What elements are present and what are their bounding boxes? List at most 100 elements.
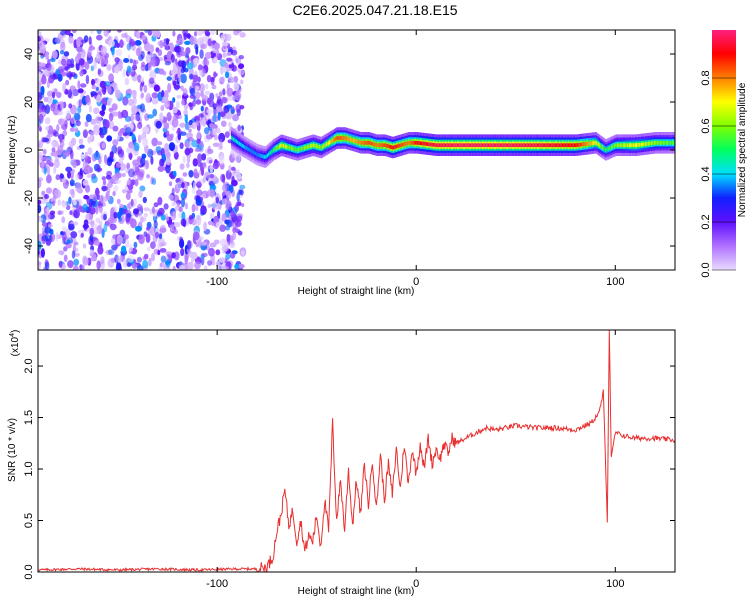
noise-blob xyxy=(108,73,114,83)
plot-frame-bottom xyxy=(37,329,676,573)
noise-blob xyxy=(228,121,232,128)
noise-blob xyxy=(215,93,219,98)
noise-blob xyxy=(203,265,208,270)
noise-blob xyxy=(195,198,202,206)
noise-blob xyxy=(228,64,233,69)
ridge-cell xyxy=(437,143,439,148)
noise-blob xyxy=(152,108,158,117)
ridge-cell xyxy=(355,139,357,144)
ridge-cell xyxy=(290,146,293,151)
noise-blob xyxy=(213,58,218,64)
ridge-cell xyxy=(369,141,371,145)
y-tick-label: 20 xyxy=(23,96,35,108)
noise-blob xyxy=(218,257,226,263)
noise-blob xyxy=(125,212,131,223)
ridge-cell xyxy=(264,155,266,159)
ridge-cell xyxy=(256,152,258,157)
noise-blob xyxy=(179,236,184,242)
noise-blob xyxy=(76,205,83,213)
noise-blob xyxy=(124,126,132,136)
ridge-cell xyxy=(571,143,573,148)
noise-blob xyxy=(133,198,138,205)
noise-blob xyxy=(49,210,56,215)
noise-blob xyxy=(192,158,198,167)
ridge-cell xyxy=(266,153,269,158)
ridge-cell xyxy=(245,145,247,150)
colorbar: 0.0 0.2 0.4 0.6 0.8 Normalized spectral ampl… xyxy=(700,30,748,278)
snr-series-line xyxy=(38,330,675,572)
noise-blob xyxy=(117,257,123,264)
chart-title: C2E6.2025.047.21.18.E15 xyxy=(292,2,458,18)
noise-blob xyxy=(55,68,60,76)
ridge-cell xyxy=(610,145,613,150)
noise-blob xyxy=(226,51,232,56)
ridge-cell xyxy=(419,141,422,146)
noise-blob xyxy=(193,57,200,65)
noise-blob xyxy=(38,261,42,266)
x-ticks-top: -100 0 100 xyxy=(206,30,624,288)
noise-blob xyxy=(188,102,193,108)
ridge-cell xyxy=(431,142,433,147)
noise-blob xyxy=(107,85,112,94)
noise-blob xyxy=(140,50,145,60)
noise-blob xyxy=(59,100,65,111)
noise-blob xyxy=(165,151,171,159)
ridge-cell xyxy=(302,146,305,151)
noise-blob xyxy=(228,165,232,173)
ridge-cell xyxy=(670,140,672,145)
noise-blob xyxy=(119,39,124,49)
noise-blob xyxy=(238,189,243,195)
noise-blob xyxy=(194,91,201,100)
ridge-cell xyxy=(358,140,361,145)
frequency-ridge xyxy=(231,127,675,168)
ridge-cell xyxy=(600,144,602,149)
noise-blob xyxy=(167,82,172,93)
noise-blob xyxy=(158,233,163,240)
noise-blob xyxy=(105,190,110,200)
noise-blob xyxy=(209,164,214,174)
noise-blob xyxy=(141,34,146,40)
noise-blob xyxy=(143,253,149,260)
ridge-cell xyxy=(282,143,284,148)
ridge-cell xyxy=(642,142,644,147)
y-tick-label: 1.5 xyxy=(23,410,35,425)
ridge-cell xyxy=(491,143,493,148)
ridge-cell xyxy=(440,143,442,148)
ridge-cell xyxy=(521,143,523,148)
ridge-cell xyxy=(320,145,322,150)
ridge-cell xyxy=(275,146,277,151)
noise-blob xyxy=(101,142,106,149)
ridge-cell xyxy=(318,145,320,149)
ridge-cell xyxy=(400,143,402,147)
ridge-cell xyxy=(337,136,339,140)
noise-blob xyxy=(235,56,240,66)
noise-blob xyxy=(86,196,91,205)
noise-blob xyxy=(226,220,233,228)
ridge-cell xyxy=(530,143,533,148)
y-tick-label: -20 xyxy=(23,190,35,206)
ridge-cell xyxy=(556,143,558,148)
noise-blob xyxy=(200,105,204,112)
noise-blob xyxy=(134,178,139,187)
ridge-cell xyxy=(651,141,653,146)
noise-blob xyxy=(45,211,51,221)
noise-blob xyxy=(116,30,123,33)
noise-blob xyxy=(79,83,87,88)
noise-blob xyxy=(85,74,90,85)
ridge-cell xyxy=(378,143,380,148)
noise-blob xyxy=(133,208,139,215)
noise-blob xyxy=(135,47,141,57)
noise-blob xyxy=(111,244,118,251)
ridge-cell xyxy=(514,143,516,148)
y-tick-label: 40 xyxy=(23,48,35,60)
noise-blob xyxy=(182,155,186,164)
ridge-cell xyxy=(508,143,510,148)
noise-blob xyxy=(157,49,162,57)
ridge-cell xyxy=(620,143,622,148)
noise-blob xyxy=(38,123,41,128)
noise-blob xyxy=(46,174,52,184)
noise-blob xyxy=(188,119,193,126)
ridge-cell xyxy=(423,141,425,146)
ridge-cell xyxy=(655,140,657,145)
noise-blob xyxy=(38,199,42,205)
